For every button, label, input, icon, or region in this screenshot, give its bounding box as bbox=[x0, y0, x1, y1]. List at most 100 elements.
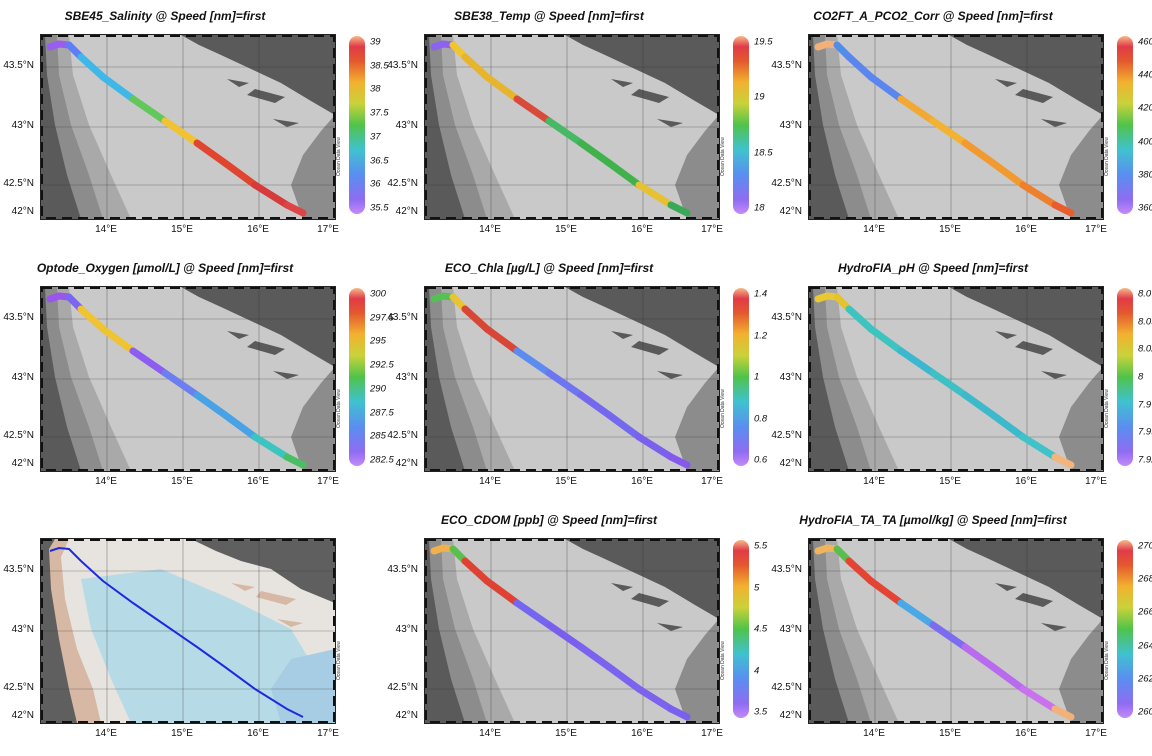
colorbar bbox=[1117, 288, 1133, 466]
lon-label: 15°E bbox=[171, 728, 193, 739]
map-frame bbox=[425, 287, 719, 471]
track-segment bbox=[129, 95, 169, 125]
track-segment bbox=[161, 369, 201, 399]
lon-label: 16°E bbox=[631, 476, 653, 487]
lon-label: 17°E bbox=[317, 728, 339, 739]
east-shelf bbox=[675, 367, 719, 471]
open-sea bbox=[81, 569, 335, 723]
lon-label: 15°E bbox=[555, 728, 577, 739]
lat-label: 43°N bbox=[11, 120, 34, 131]
panel-title: ECO_Chla [µg/L] @ Speed [nm]=first bbox=[444, 261, 654, 275]
track-segment bbox=[961, 643, 997, 671]
colorbar-tick: 282.5 bbox=[370, 454, 394, 466]
lon-label: 15°E bbox=[555, 476, 577, 487]
lat-label: 43°N bbox=[779, 372, 802, 383]
odv-watermark: Ocean Data View bbox=[1104, 641, 1110, 680]
lat-label: 43°N bbox=[395, 372, 418, 383]
colorbar-tick: 460 bbox=[1138, 36, 1152, 48]
land-west bbox=[41, 539, 77, 723]
colorbar bbox=[1117, 540, 1133, 718]
track-segment bbox=[989, 159, 1027, 189]
lon-label: 15°E bbox=[939, 476, 961, 487]
track-segment bbox=[483, 325, 521, 355]
land-east bbox=[181, 35, 335, 115]
lat-label: 43°N bbox=[11, 372, 34, 383]
east-shelf bbox=[1059, 619, 1103, 723]
track-segment bbox=[577, 643, 613, 671]
track-segment bbox=[513, 599, 553, 629]
track-segment bbox=[77, 305, 107, 333]
lat-label: 42°N bbox=[779, 458, 802, 469]
track-segment bbox=[577, 391, 613, 419]
lon-label: 17°E bbox=[701, 728, 723, 739]
land-west bbox=[809, 287, 849, 471]
colorbar-tick: 4.5 bbox=[754, 623, 768, 635]
track-segment bbox=[605, 663, 643, 693]
map-panel-p1: SBE38_Temp @ Speed [nm]=first 43.5°N 43°N… bbox=[384, 0, 772, 252]
east-shelf bbox=[291, 367, 335, 471]
colorbar-tick: 287.5 bbox=[370, 407, 394, 419]
islands bbox=[995, 79, 1067, 127]
lat-label: 42.5°N bbox=[771, 430, 802, 441]
map-frame bbox=[41, 287, 335, 471]
track-segment bbox=[221, 159, 259, 189]
track-segment bbox=[545, 369, 585, 399]
lon-label: 17°E bbox=[1085, 476, 1107, 487]
land-east bbox=[565, 539, 719, 619]
track-segment bbox=[1019, 685, 1059, 713]
lon-label: 14°E bbox=[863, 476, 885, 487]
map-area bbox=[424, 34, 720, 220]
lat-label: 43°N bbox=[11, 624, 34, 635]
map-area bbox=[40, 34, 336, 220]
map-frame bbox=[41, 539, 335, 723]
track-segment bbox=[929, 117, 969, 147]
colorbar-tick: 38 bbox=[370, 83, 381, 95]
colorbar-tick: 36.5 bbox=[370, 155, 389, 167]
odv-watermark: Ocean Data View bbox=[336, 137, 342, 176]
track-segment bbox=[193, 139, 229, 167]
panel-title: Optode_Oxygen [µmol/L] @ Speed [nm]=firs… bbox=[36, 261, 294, 275]
lat-label: 42.5°N bbox=[387, 430, 418, 441]
lat-label: 42.5°N bbox=[387, 682, 418, 693]
land-west bbox=[41, 287, 81, 471]
track-segment bbox=[845, 53, 875, 81]
map-panel-p2: CO2FT_A_PCO2_Corr @ Speed [nm]=first 43.… bbox=[768, 0, 1152, 252]
lat-label: 42°N bbox=[395, 710, 418, 721]
lon-label: 15°E bbox=[939, 728, 961, 739]
track-segment bbox=[1019, 181, 1059, 209]
track-segment bbox=[929, 369, 969, 399]
track-segment bbox=[461, 53, 491, 81]
colorbar-tick: 2680 bbox=[1138, 573, 1152, 585]
colorbar-tick: 7.95 bbox=[1138, 426, 1152, 438]
colorbar bbox=[733, 540, 749, 718]
lat-label: 42°N bbox=[395, 206, 418, 217]
colorbar-tick: 18 bbox=[754, 202, 765, 214]
map-frame bbox=[809, 35, 1103, 219]
lon-label: 17°E bbox=[701, 224, 723, 235]
lon-label: 17°E bbox=[1085, 224, 1107, 235]
track-segment bbox=[605, 411, 643, 441]
colorbar-tick: 290 bbox=[370, 383, 386, 395]
islands bbox=[611, 79, 683, 127]
lon-label: 16°E bbox=[631, 224, 653, 235]
track-segment bbox=[989, 663, 1027, 693]
colorbar-tick: 2700 bbox=[1138, 540, 1152, 552]
lat-label: 43.5°N bbox=[387, 312, 418, 323]
colorbar-tick: 2640 bbox=[1138, 640, 1152, 652]
land-east bbox=[191, 539, 335, 603]
map-panel-p7: ECO_CDOM [ppb] @ Speed [nm]=first 43.5°N… bbox=[384, 504, 768, 756]
track-segment bbox=[605, 159, 643, 189]
land-east bbox=[565, 287, 719, 367]
lon-label: 16°E bbox=[247, 476, 269, 487]
track-segment bbox=[513, 95, 553, 125]
track-segment bbox=[897, 599, 937, 629]
lon-label: 14°E bbox=[863, 224, 885, 235]
lon-label: 16°E bbox=[247, 728, 269, 739]
track-segment bbox=[283, 201, 307, 217]
lon-label: 15°E bbox=[171, 476, 193, 487]
map-panel-p5: HydroFIA_pH @ Speed [nm]=first 43.5°N 43°… bbox=[768, 252, 1152, 504]
lon-label: 16°E bbox=[631, 728, 653, 739]
land-west bbox=[425, 35, 465, 219]
lon-label: 14°E bbox=[479, 224, 501, 235]
track-segment bbox=[461, 305, 491, 333]
